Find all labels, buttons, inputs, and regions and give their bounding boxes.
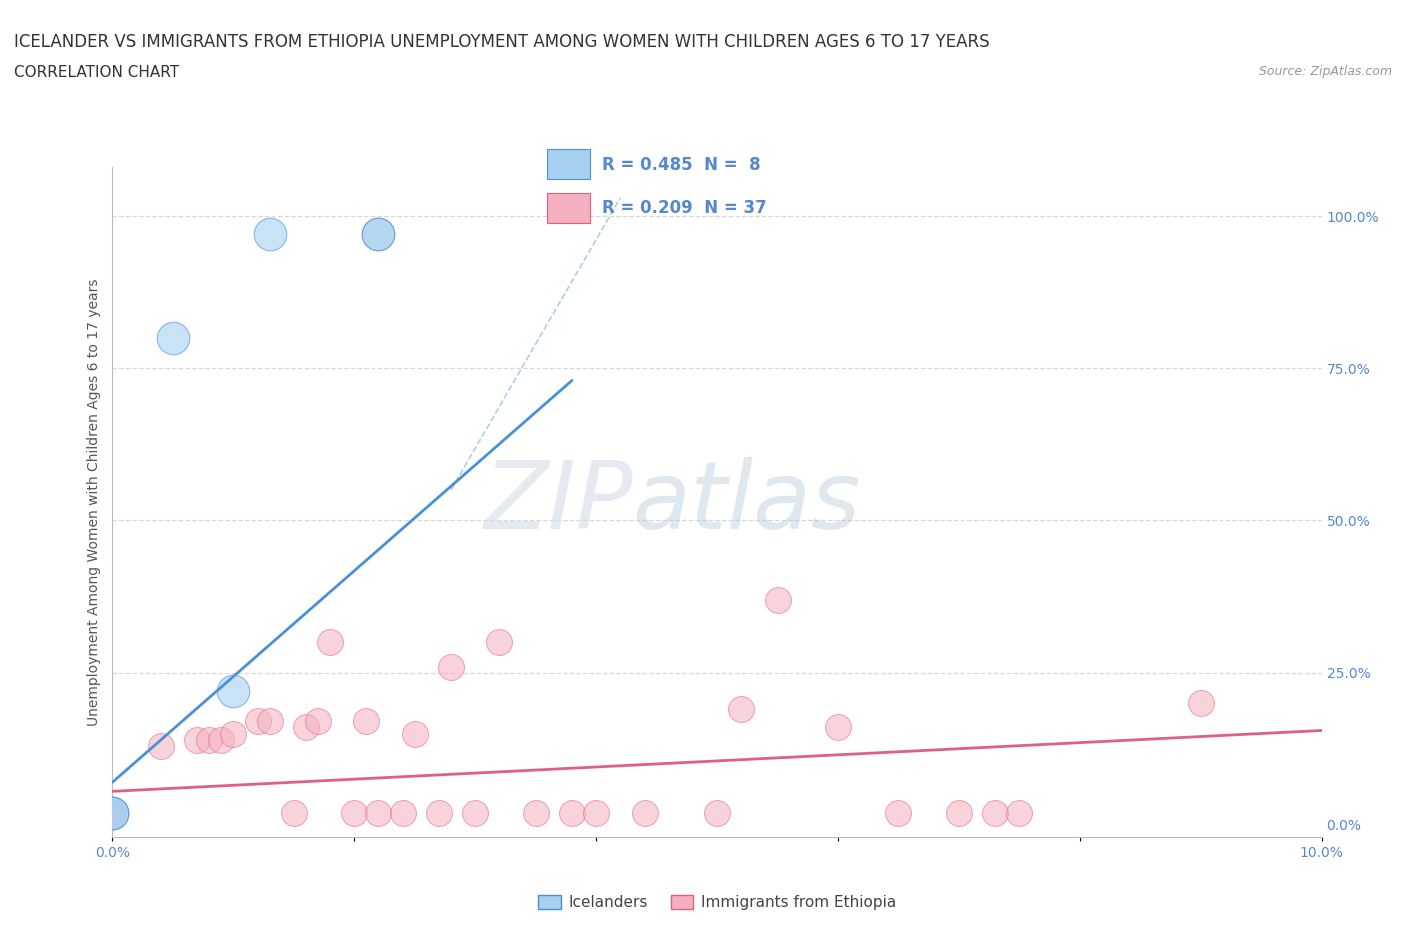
Text: R = 0.485  N =  8: R = 0.485 N = 8	[602, 155, 761, 174]
Point	[101, 805, 124, 820]
Point	[427, 805, 450, 820]
Point	[198, 732, 221, 747]
Point	[1008, 805, 1031, 820]
Point	[319, 635, 342, 650]
Point	[948, 805, 970, 820]
Point	[404, 726, 426, 741]
Point	[464, 805, 486, 820]
Point	[730, 702, 752, 717]
Point	[101, 805, 124, 820]
Point	[101, 805, 124, 820]
Point	[246, 714, 269, 729]
Point	[706, 805, 728, 820]
Point	[367, 227, 389, 242]
Point	[440, 659, 463, 674]
Text: ZIP: ZIP	[482, 457, 633, 548]
Point	[162, 330, 184, 345]
Point	[149, 738, 172, 753]
Point	[295, 720, 318, 735]
Point	[391, 805, 413, 820]
Point	[101, 805, 124, 820]
FancyBboxPatch shape	[547, 149, 591, 179]
Point	[222, 726, 245, 741]
Text: ICELANDER VS IMMIGRANTS FROM ETHIOPIA UNEMPLOYMENT AMONG WOMEN WITH CHILDREN AGE: ICELANDER VS IMMIGRANTS FROM ETHIOPIA UN…	[14, 33, 990, 50]
Point	[186, 732, 208, 747]
Point	[259, 714, 281, 729]
Point	[524, 805, 547, 820]
Point	[343, 805, 366, 820]
Point	[827, 720, 849, 735]
Point	[367, 805, 389, 820]
Point	[356, 714, 378, 729]
FancyBboxPatch shape	[547, 193, 591, 223]
Point	[101, 805, 124, 820]
Point	[887, 805, 910, 820]
Point	[259, 227, 281, 242]
Point	[766, 592, 789, 607]
Point	[222, 684, 245, 698]
Point	[209, 732, 232, 747]
Point	[307, 714, 329, 729]
Y-axis label: Unemployment Among Women with Children Ages 6 to 17 years: Unemployment Among Women with Children A…	[87, 278, 101, 726]
Point	[101, 805, 124, 820]
Point	[1189, 696, 1212, 711]
Point	[367, 227, 389, 242]
Point	[585, 805, 607, 820]
Point	[561, 805, 583, 820]
Point	[488, 635, 510, 650]
Legend: Icelanders, Immigrants from Ethiopia: Icelanders, Immigrants from Ethiopia	[531, 889, 903, 916]
Text: R = 0.209  N = 37: R = 0.209 N = 37	[602, 199, 768, 218]
Point	[633, 805, 655, 820]
Text: atlas: atlas	[633, 457, 860, 548]
Point	[101, 805, 124, 820]
Text: CORRELATION CHART: CORRELATION CHART	[14, 65, 179, 80]
Point	[283, 805, 305, 820]
Point	[984, 805, 1007, 820]
Text: Source: ZipAtlas.com: Source: ZipAtlas.com	[1258, 65, 1392, 78]
